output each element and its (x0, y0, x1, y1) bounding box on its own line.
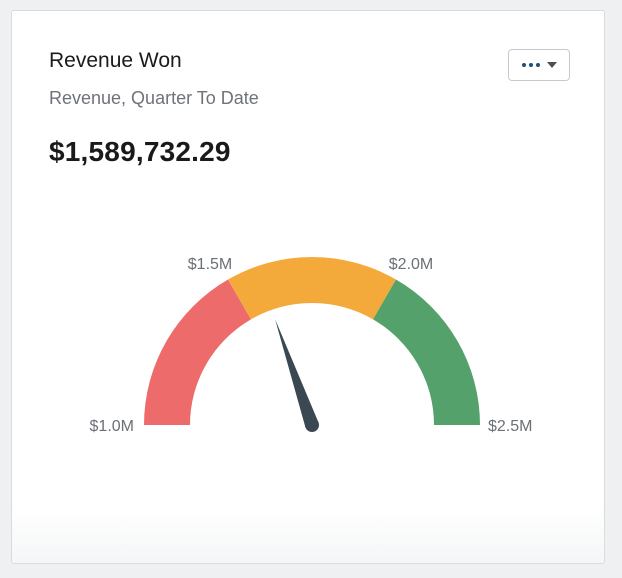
options-menu-button[interactable] (508, 49, 570, 81)
gauge-needle (275, 319, 319, 428)
revenue-won-card: Revenue Won Revenue, Quarter To Date $1,… (11, 10, 605, 564)
more-options-icon (521, 63, 540, 67)
gauge-band-low (144, 279, 251, 425)
revenue-value: $1,589,732.29 (49, 136, 231, 167)
gauge-label-low-threshold: $1.5M (188, 256, 232, 273)
caret-down-icon (546, 62, 557, 68)
card-title: Revenue Won (49, 49, 182, 72)
gauge-label-max: $2.5M (488, 418, 532, 435)
gauge-band-high (373, 279, 480, 425)
gauge-needle-hub (305, 418, 319, 432)
card-subtitle: Revenue, Quarter To Date (49, 88, 259, 108)
gauge-label-min: $1.0M (90, 418, 134, 435)
revenue-gauge: $1.0M $1.5M $2.0M $2.5M (90, 256, 533, 435)
gauge-label-high-threshold: $2.0M (389, 256, 433, 273)
gauge-band-mid (228, 256, 396, 320)
